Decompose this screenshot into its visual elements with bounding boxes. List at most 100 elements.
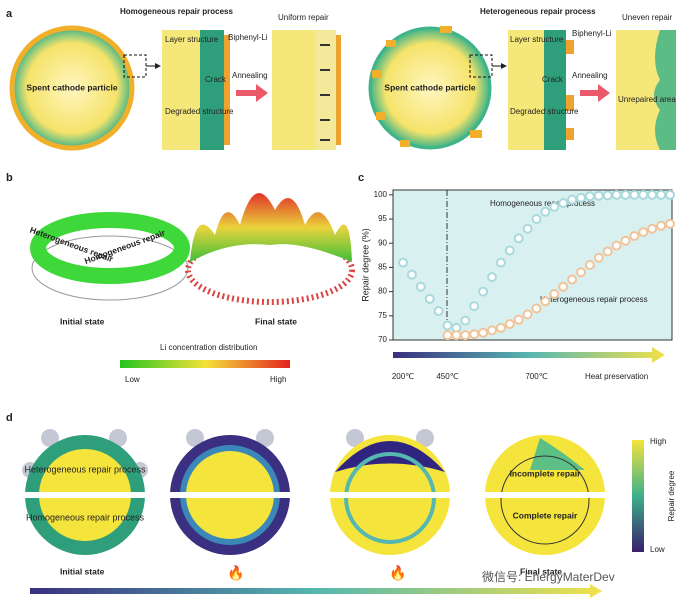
text: Crack bbox=[205, 75, 227, 84]
point bbox=[451, 330, 462, 341]
point bbox=[576, 267, 586, 278]
divider bbox=[165, 492, 295, 498]
panel-label: d bbox=[6, 412, 13, 424]
text: Heterogeneous repair process bbox=[24, 464, 146, 474]
point bbox=[495, 257, 506, 268]
panel-title: Heterogeneous repair process bbox=[480, 7, 596, 16]
x-tick-label: 200℃ bbox=[392, 372, 414, 381]
point bbox=[593, 252, 604, 263]
point bbox=[424, 293, 435, 304]
annotation: Heterogeneous repair process bbox=[540, 295, 648, 304]
deposits bbox=[566, 40, 574, 140]
particle-label: Spent cathode particle bbox=[26, 82, 117, 92]
y-tick-label: 85 bbox=[378, 263, 387, 272]
point bbox=[638, 227, 649, 238]
point bbox=[576, 192, 586, 203]
point bbox=[602, 190, 613, 201]
y-tick-label: 75 bbox=[378, 311, 387, 320]
point bbox=[406, 269, 417, 280]
point bbox=[620, 235, 631, 246]
point bbox=[602, 246, 613, 257]
text: High bbox=[650, 437, 666, 446]
x-tick-label: Heat preservation bbox=[585, 372, 648, 381]
text: Layer structure bbox=[165, 35, 219, 44]
point bbox=[584, 191, 595, 202]
point bbox=[611, 240, 622, 251]
colorbar bbox=[632, 440, 644, 552]
point bbox=[442, 330, 453, 341]
point bbox=[638, 189, 649, 200]
text: Initial state bbox=[60, 566, 105, 576]
point bbox=[665, 189, 675, 200]
point bbox=[665, 218, 675, 229]
point bbox=[415, 281, 426, 292]
point bbox=[549, 289, 560, 300]
point bbox=[522, 309, 533, 320]
text: Low bbox=[650, 545, 665, 554]
divider bbox=[325, 492, 455, 498]
layer bbox=[508, 30, 544, 150]
particle-label: Spent cathode particle bbox=[384, 82, 475, 92]
flame: 🔥 bbox=[389, 565, 406, 582]
point bbox=[656, 220, 667, 231]
point bbox=[478, 286, 489, 297]
point bbox=[567, 194, 578, 205]
panel-d: d Heterogeneous repair process Homogeneo… bbox=[6, 412, 676, 598]
point bbox=[620, 189, 631, 200]
point bbox=[540, 206, 551, 217]
text: Crack bbox=[542, 75, 564, 84]
text: Biphenyl-Li bbox=[572, 29, 612, 38]
text: Layer structure bbox=[510, 35, 564, 44]
ring bbox=[500, 455, 590, 545]
y-tick-label: 100 bbox=[374, 190, 388, 199]
y-axis-label: Repair degree (%) bbox=[360, 228, 370, 302]
panel-label: a bbox=[6, 8, 13, 20]
layer bbox=[654, 30, 676, 150]
text: Homogeneous repair bbox=[83, 227, 167, 266]
ring bbox=[30, 212, 190, 284]
text: Homogeneous repair process bbox=[26, 512, 145, 522]
text: Li concentration distribution bbox=[160, 343, 257, 352]
text: Degraded structure bbox=[165, 107, 234, 116]
text: Annealing bbox=[232, 71, 268, 80]
text: Incomplete repair bbox=[510, 468, 582, 478]
y-tick-label: 90 bbox=[378, 238, 387, 247]
point bbox=[469, 329, 480, 340]
layer bbox=[616, 30, 660, 150]
text: Low bbox=[125, 375, 140, 384]
point bbox=[460, 330, 471, 341]
divider bbox=[20, 492, 150, 498]
surface bbox=[190, 193, 352, 262]
colorbar bbox=[120, 360, 290, 368]
divider bbox=[480, 492, 610, 498]
point bbox=[478, 327, 489, 338]
point bbox=[558, 281, 569, 292]
ring-base bbox=[31, 235, 189, 301]
text: High bbox=[270, 375, 286, 384]
point bbox=[558, 198, 569, 209]
point bbox=[522, 223, 533, 234]
watermark: 微信号: EnergyMaterDev bbox=[482, 570, 615, 584]
point bbox=[531, 303, 542, 314]
point bbox=[487, 272, 497, 283]
point bbox=[433, 305, 444, 316]
point bbox=[593, 190, 604, 201]
text: Biphenyl-Li bbox=[228, 33, 268, 42]
panel-label: c bbox=[358, 172, 364, 184]
layer bbox=[544, 30, 566, 150]
deposits bbox=[372, 26, 482, 147]
text: Repair degree bbox=[667, 470, 676, 521]
point bbox=[469, 301, 480, 312]
panel-a: a Homogeneous repair process Spent catho… bbox=[6, 7, 676, 151]
point bbox=[629, 230, 640, 241]
point bbox=[549, 201, 560, 212]
point bbox=[656, 189, 667, 200]
text: Unrepaired area bbox=[618, 95, 676, 104]
point bbox=[495, 322, 506, 333]
text: Complete repair bbox=[513, 510, 578, 520]
point bbox=[513, 314, 524, 325]
x-tick-label: 700℃ bbox=[525, 372, 547, 381]
point bbox=[567, 274, 578, 285]
axis-arrow bbox=[393, 347, 665, 363]
